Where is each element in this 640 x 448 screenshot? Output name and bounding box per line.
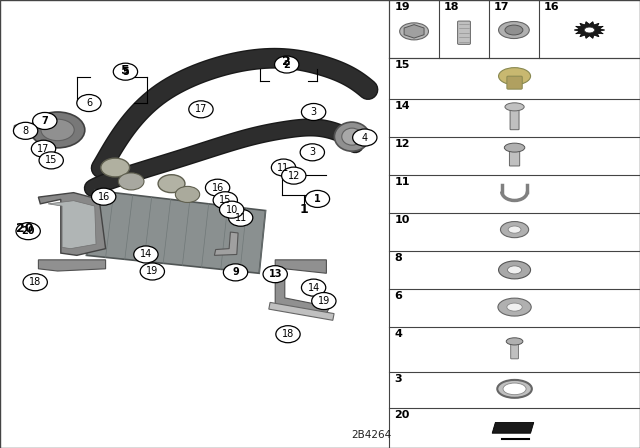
- Text: 12: 12: [287, 171, 300, 181]
- Text: 11: 11: [277, 163, 290, 172]
- Text: 7: 7: [42, 116, 48, 126]
- Circle shape: [301, 279, 326, 296]
- Circle shape: [213, 192, 237, 209]
- Text: 8: 8: [394, 253, 402, 263]
- Circle shape: [300, 144, 324, 161]
- Ellipse shape: [584, 27, 595, 33]
- Polygon shape: [86, 190, 266, 273]
- Ellipse shape: [499, 261, 531, 279]
- Circle shape: [140, 263, 164, 280]
- FancyBboxPatch shape: [14, 125, 37, 135]
- Circle shape: [33, 112, 57, 129]
- FancyBboxPatch shape: [510, 107, 519, 130]
- Polygon shape: [492, 422, 534, 433]
- Text: 3: 3: [310, 107, 317, 117]
- Text: 10: 10: [394, 215, 410, 225]
- FancyBboxPatch shape: [507, 76, 522, 89]
- Circle shape: [134, 246, 158, 263]
- Ellipse shape: [505, 25, 523, 35]
- Text: 11: 11: [394, 177, 410, 187]
- Text: 16: 16: [544, 2, 559, 12]
- Ellipse shape: [400, 23, 429, 40]
- Circle shape: [228, 209, 253, 226]
- Ellipse shape: [175, 186, 200, 202]
- Circle shape: [92, 188, 116, 205]
- Circle shape: [282, 167, 306, 184]
- Text: 10: 10: [225, 205, 238, 215]
- Circle shape: [263, 266, 287, 283]
- Ellipse shape: [508, 266, 522, 274]
- Ellipse shape: [118, 173, 144, 190]
- Ellipse shape: [505, 103, 524, 111]
- Text: 15: 15: [394, 60, 410, 70]
- Text: 2B4264: 2B4264: [351, 430, 391, 440]
- Text: 18: 18: [444, 2, 460, 12]
- Circle shape: [23, 274, 47, 291]
- Ellipse shape: [30, 112, 85, 148]
- Text: 13: 13: [268, 269, 282, 279]
- Text: 15: 15: [219, 195, 232, 205]
- Text: 19: 19: [146, 267, 159, 276]
- Text: 20: 20: [15, 222, 33, 235]
- Text: 5: 5: [122, 67, 129, 77]
- Circle shape: [305, 190, 330, 207]
- Ellipse shape: [41, 119, 74, 141]
- Text: 17: 17: [37, 144, 50, 154]
- Text: 8: 8: [22, 126, 29, 136]
- Text: 6: 6: [86, 98, 92, 108]
- Circle shape: [205, 179, 230, 196]
- Text: 1: 1: [314, 194, 321, 204]
- Ellipse shape: [503, 383, 526, 395]
- Circle shape: [220, 201, 244, 218]
- Circle shape: [276, 326, 300, 343]
- Ellipse shape: [508, 226, 521, 233]
- Polygon shape: [404, 25, 424, 38]
- Circle shape: [271, 159, 296, 176]
- Text: 19: 19: [394, 2, 410, 12]
- Text: 2: 2: [284, 60, 290, 69]
- Text: 20: 20: [394, 410, 410, 420]
- Circle shape: [189, 101, 213, 118]
- Ellipse shape: [499, 22, 529, 39]
- Text: 20: 20: [21, 226, 35, 236]
- Text: 3: 3: [309, 147, 316, 157]
- Ellipse shape: [497, 380, 532, 398]
- Circle shape: [223, 264, 248, 281]
- Ellipse shape: [506, 338, 523, 345]
- Circle shape: [77, 95, 101, 112]
- Circle shape: [312, 293, 336, 310]
- Text: 17: 17: [195, 104, 207, 114]
- Ellipse shape: [500, 221, 529, 237]
- Circle shape: [13, 122, 38, 139]
- Ellipse shape: [499, 68, 531, 85]
- Text: 11: 11: [234, 213, 247, 223]
- Ellipse shape: [507, 303, 522, 311]
- Circle shape: [16, 223, 40, 240]
- Circle shape: [31, 140, 56, 157]
- Text: 16: 16: [97, 192, 110, 202]
- Text: 16: 16: [211, 183, 224, 193]
- Polygon shape: [574, 22, 605, 39]
- Polygon shape: [269, 302, 334, 320]
- Text: 18: 18: [282, 329, 294, 339]
- FancyBboxPatch shape: [509, 147, 520, 166]
- Text: 19: 19: [317, 296, 330, 306]
- Circle shape: [39, 152, 63, 169]
- Circle shape: [301, 103, 326, 121]
- Ellipse shape: [334, 122, 370, 151]
- Polygon shape: [275, 260, 330, 314]
- Text: 12: 12: [394, 139, 410, 149]
- Text: 4: 4: [362, 133, 368, 142]
- Text: 14: 14: [394, 101, 410, 111]
- Ellipse shape: [504, 143, 525, 152]
- Circle shape: [353, 129, 377, 146]
- Ellipse shape: [342, 128, 362, 145]
- Text: 3: 3: [394, 374, 402, 384]
- Text: 4: 4: [394, 329, 402, 339]
- Circle shape: [113, 63, 138, 80]
- FancyBboxPatch shape: [458, 21, 470, 44]
- Text: 2: 2: [282, 55, 291, 69]
- Ellipse shape: [498, 298, 531, 316]
- Text: 18: 18: [29, 277, 42, 287]
